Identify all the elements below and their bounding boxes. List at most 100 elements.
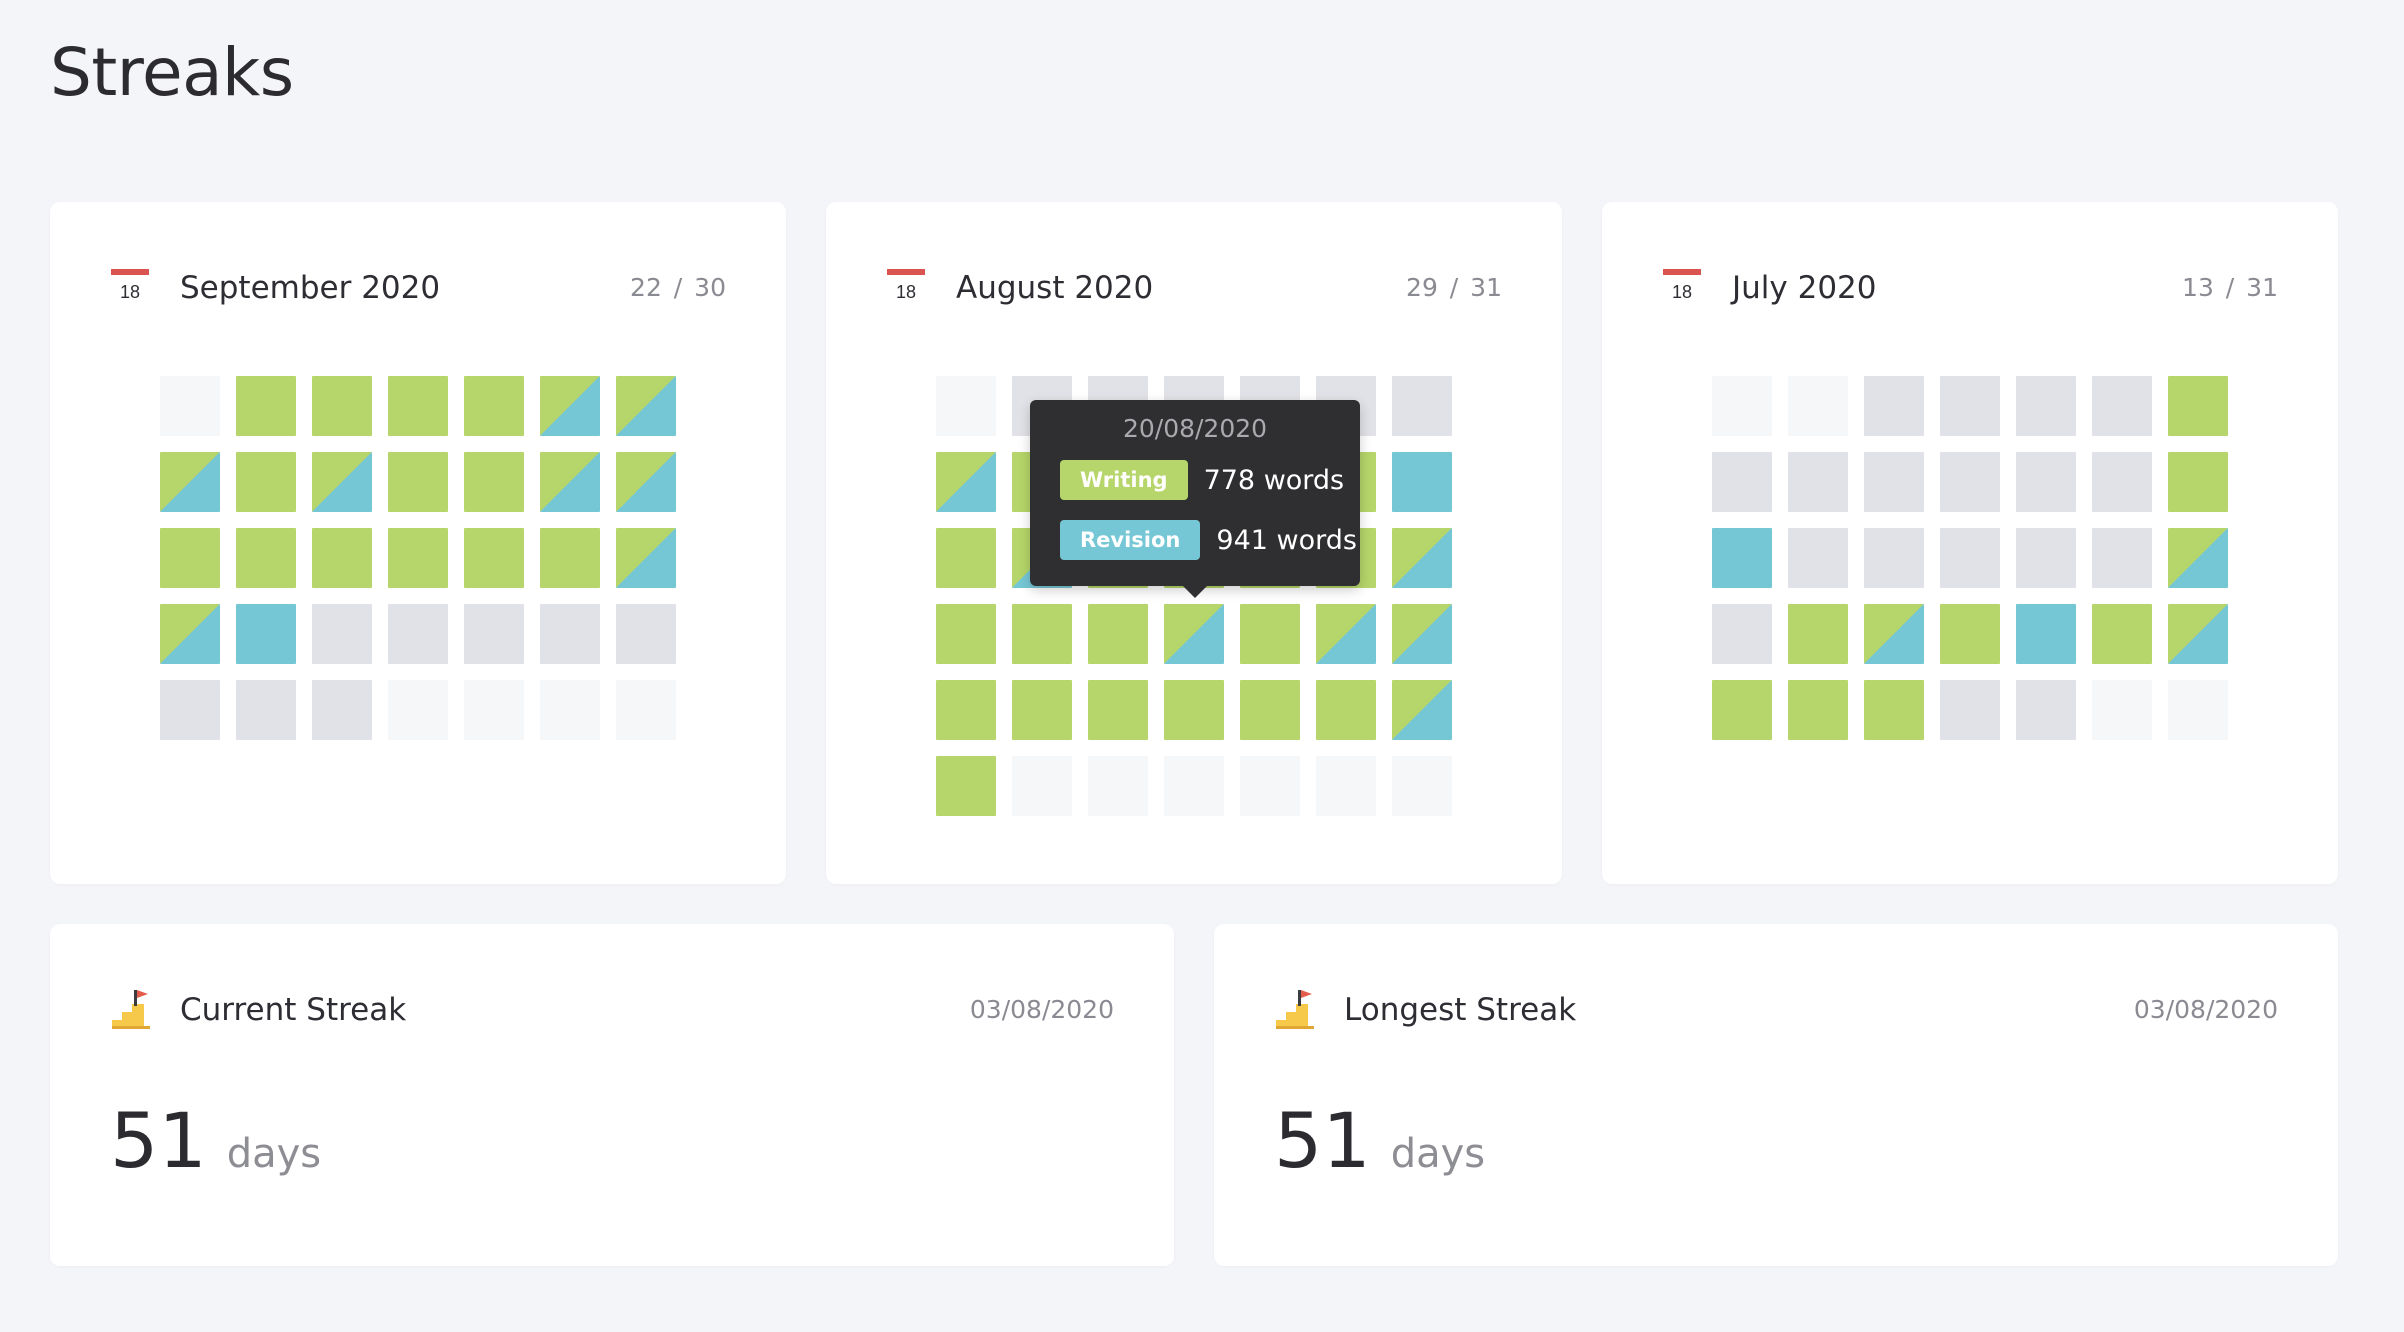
day-cell[interactable] (388, 376, 448, 436)
day-cell[interactable] (540, 376, 600, 436)
day-cell[interactable] (312, 376, 372, 436)
day-cell (160, 376, 220, 436)
day-cell[interactable] (236, 604, 296, 664)
day-cell[interactable] (1712, 680, 1772, 740)
stairs-flag-icon (112, 990, 150, 1029)
day-cell[interactable] (2016, 452, 2076, 512)
day-cell[interactable] (160, 528, 220, 588)
day-cell[interactable] (388, 604, 448, 664)
day-cell[interactable] (2092, 604, 2152, 664)
day-cell[interactable] (464, 528, 524, 588)
day-cell[interactable] (616, 604, 676, 664)
day-cell[interactable] (236, 376, 296, 436)
day-cell[interactable] (2016, 680, 2076, 740)
day-cell[interactable] (312, 452, 372, 512)
day-cell[interactable] (1788, 604, 1848, 664)
day-cell[interactable] (2168, 376, 2228, 436)
day-cell[interactable] (1012, 680, 1072, 740)
day-cell[interactable] (936, 604, 996, 664)
day-cell[interactable] (1864, 528, 1924, 588)
day-cell[interactable] (160, 452, 220, 512)
day-cell[interactable] (1088, 604, 1148, 664)
day-cell[interactable] (464, 376, 524, 436)
day-cell[interactable] (1712, 528, 1772, 588)
day-cell[interactable] (312, 604, 372, 664)
day-cell[interactable] (2168, 452, 2228, 512)
month-card-august: 18 August 2020 29 / 31 20/08/2020 Writin… (826, 202, 1562, 884)
day-cell[interactable] (616, 452, 676, 512)
day-cell[interactable] (312, 680, 372, 740)
day-cell[interactable] (1012, 604, 1072, 664)
day-cell[interactable] (1392, 604, 1452, 664)
day-cell[interactable] (2092, 452, 2152, 512)
day-cell[interactable] (388, 452, 448, 512)
day-cell[interactable] (1240, 680, 1300, 740)
day-cell[interactable] (1940, 680, 2000, 740)
day-cell (1012, 756, 1072, 816)
revision-words: 941 words (1216, 524, 1357, 556)
day-cell[interactable] (616, 376, 676, 436)
page-title: Streaks (50, 34, 294, 111)
day-cell[interactable] (1864, 452, 1924, 512)
streak-start-date: 03/08/2020 (2133, 995, 2278, 1024)
day-cell[interactable] (2092, 528, 2152, 588)
day-cell[interactable] (1940, 604, 2000, 664)
day-cell[interactable] (2016, 604, 2076, 664)
day-cell[interactable] (2092, 376, 2152, 436)
stairs-flag-icon (1276, 990, 1314, 1029)
day-cell[interactable] (1712, 604, 1772, 664)
day-cell[interactable] (464, 604, 524, 664)
day-cell[interactable] (312, 528, 372, 588)
day-cell[interactable] (1392, 680, 1452, 740)
svg-text:18: 18 (896, 282, 916, 302)
day-cell[interactable] (1392, 376, 1452, 436)
day-cell[interactable] (1864, 680, 1924, 740)
day-cell[interactable] (1788, 528, 1848, 588)
active-days-count: 13 / 31 (2182, 273, 2278, 302)
day-cell[interactable] (1788, 680, 1848, 740)
day-cell[interactable] (936, 452, 996, 512)
day-cell[interactable] (1316, 604, 1376, 664)
day-cell[interactable] (160, 604, 220, 664)
day-cell[interactable] (2016, 528, 2076, 588)
day-cell[interactable] (1392, 528, 1452, 588)
day-cell[interactable] (236, 528, 296, 588)
day-cell[interactable] (1164, 680, 1224, 740)
day-cell[interactable] (2016, 376, 2076, 436)
day-cell[interactable] (1940, 528, 2000, 588)
day-cell[interactable] (1164, 604, 1224, 664)
day-cell[interactable] (540, 604, 600, 664)
month-title: July 2020 (1732, 270, 1877, 306)
day-cell[interactable] (1316, 680, 1376, 740)
day-cell[interactable] (936, 680, 996, 740)
day-cell[interactable] (1392, 452, 1452, 512)
day-cell[interactable] (936, 528, 996, 588)
active-days-count: 22 / 30 (630, 273, 726, 302)
day-cell[interactable] (236, 452, 296, 512)
streak-days-unit: days (1390, 1131, 1486, 1177)
day-cell[interactable] (160, 680, 220, 740)
day-cell[interactable] (936, 756, 996, 816)
day-cell[interactable] (1940, 452, 2000, 512)
streak-value: 51 days (110, 1096, 321, 1185)
day-cell[interactable] (236, 680, 296, 740)
streak-start-date: 03/08/2020 (969, 995, 1114, 1024)
day-cell[interactable] (616, 528, 676, 588)
day-cell[interactable] (540, 528, 600, 588)
day-cell[interactable] (1864, 604, 1924, 664)
day-cell[interactable] (464, 452, 524, 512)
day-cell[interactable] (2168, 604, 2228, 664)
day-cell[interactable] (2168, 528, 2228, 588)
day-cell[interactable] (1240, 604, 1300, 664)
streak-days-unit: days (226, 1131, 322, 1177)
day-cell[interactable] (1788, 452, 1848, 512)
day-cell[interactable] (388, 528, 448, 588)
card-header: Current Streak 03/08/2020 (110, 988, 1114, 1032)
calendar-icon: 18 (887, 269, 925, 307)
day-cell[interactable] (1940, 376, 2000, 436)
longest-streak-card: Longest Streak 03/08/2020 51 days (1214, 924, 2338, 1266)
day-cell[interactable] (1088, 680, 1148, 740)
day-cell[interactable] (1712, 452, 1772, 512)
day-cell[interactable] (540, 452, 600, 512)
day-cell[interactable] (1864, 376, 1924, 436)
